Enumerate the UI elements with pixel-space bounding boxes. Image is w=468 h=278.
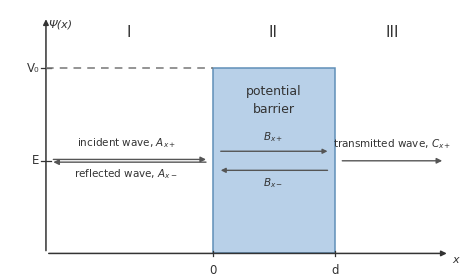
Text: $B_{x+}$: $B_{x+}$ bbox=[263, 131, 283, 145]
Text: II: II bbox=[269, 25, 278, 40]
Text: incident wave, $A_{x+}$: incident wave, $A_{x+}$ bbox=[77, 136, 176, 150]
Text: d: d bbox=[331, 264, 339, 277]
Text: transmitted wave, $C_{x+}$: transmitted wave, $C_{x+}$ bbox=[333, 137, 452, 151]
Text: 0: 0 bbox=[210, 264, 217, 277]
Text: E: E bbox=[32, 154, 39, 167]
Text: $B_{x-}$: $B_{x-}$ bbox=[263, 176, 283, 190]
Text: I: I bbox=[126, 25, 131, 40]
Text: III: III bbox=[386, 25, 399, 40]
Text: reflected wave, $A_{x-}$: reflected wave, $A_{x-}$ bbox=[74, 168, 178, 182]
Text: V₀: V₀ bbox=[27, 62, 39, 75]
Text: Ψ(x): Ψ(x) bbox=[48, 19, 73, 29]
Text: x: x bbox=[452, 255, 459, 265]
Text: potential
barrier: potential barrier bbox=[246, 85, 302, 116]
Bar bbox=[213, 68, 335, 254]
